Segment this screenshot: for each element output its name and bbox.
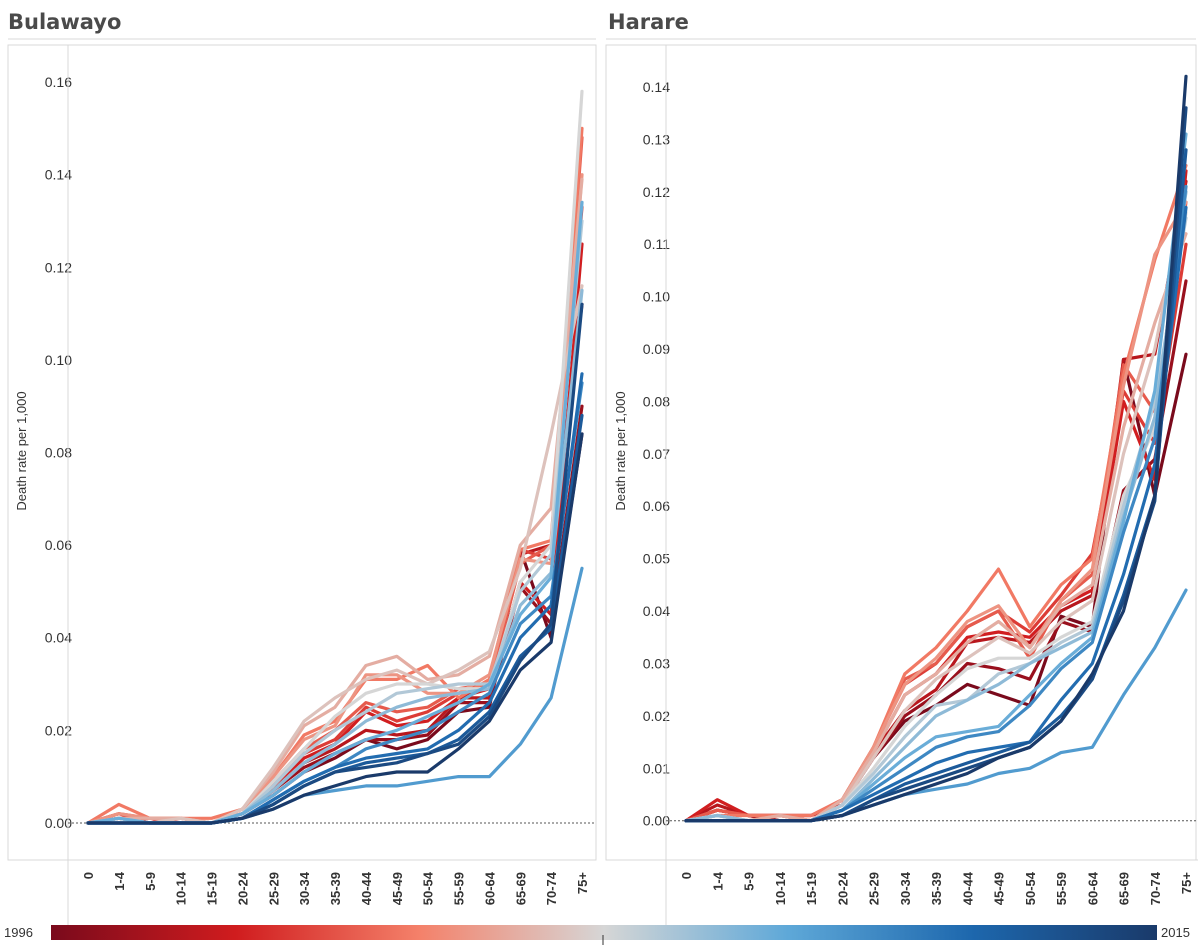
x-axis: 0 1-4 5-9 10-14 15-19 20-24 25-29 30-34 35-39 40-… — [679, 871, 1194, 905]
x-tick-label: 35-39 — [929, 872, 944, 905]
y-tick-label: 0.14 — [45, 167, 72, 183]
x-tick-label: 10-14 — [174, 871, 189, 905]
series-line — [86, 89, 584, 825]
color-legend: 1996 2015 — [4, 925, 1190, 945]
y-axis: 0.00 0.02 0.04 0.06 0.08 0.10 0.12 0.14 0.16 — [45, 74, 72, 831]
x-tick-label: 60-64 — [1085, 871, 1100, 905]
panel-title: Bulawayo — [8, 10, 121, 34]
y-tick-label: 0.01 — [643, 760, 670, 776]
x-tick-label: 30-34 — [898, 871, 913, 905]
series-line — [86, 288, 584, 825]
x-tick-label: 45-49 — [390, 872, 405, 905]
series-line — [86, 219, 584, 825]
panel-bulawayo: Bulawayo Death rate per 1,000 0.000.020.… — [7, 10, 597, 940]
x-tick-label: 20-24 — [235, 871, 250, 905]
series-line — [684, 179, 1188, 823]
x-tick-label: 75+ — [1179, 872, 1194, 894]
x-tick-label: 1-4 — [112, 871, 127, 891]
x-tick-label: 25-29 — [867, 872, 882, 905]
y-tick-label: 0.00 — [45, 815, 72, 831]
x-tick-label: 10-14 — [773, 871, 788, 905]
x-tick-label: 25-29 — [266, 872, 281, 905]
y-tick-label: 0.13 — [643, 131, 670, 147]
y-tick-label: 0.02 — [643, 708, 670, 724]
x-tick-label: 0 — [679, 872, 694, 879]
x-tick-label: 45-49 — [992, 872, 1007, 905]
x-tick-label: 70-74 — [1148, 871, 1163, 905]
x-tick-label: 15-19 — [804, 872, 819, 905]
x-tick-label: 15-19 — [205, 872, 220, 905]
series-line — [86, 284, 584, 825]
series-line — [86, 432, 584, 825]
y-tick-label: 0.11 — [644, 236, 670, 252]
y-tick-label: 0.08 — [45, 445, 72, 461]
panel-frame — [605, 44, 1197, 861]
y-axis: 0.00 0.01 0.02 0.03 0.04 0.05 0.06 0.07 0.08 0.09… — [643, 79, 670, 829]
y-tick-label: 0.12 — [45, 259, 72, 275]
x-tick-label: 5-9 — [143, 872, 158, 891]
series-line — [684, 184, 1188, 823]
y-tick-label: 0.08 — [643, 393, 670, 409]
y-tick-label: 0.06 — [45, 537, 72, 553]
x-tick-label: 40-44 — [359, 871, 374, 905]
legend-start-label: 1996 — [4, 925, 33, 940]
series-line — [86, 242, 584, 825]
x-tick-label: 1-4 — [710, 871, 725, 891]
x-tick-label: 65-69 — [513, 872, 528, 905]
y-tick-label: 0.14 — [643, 79, 670, 95]
plot-area — [665, 45, 1198, 940]
series-line — [684, 352, 1188, 823]
x-tick-label: 50-54 — [1023, 871, 1038, 905]
series-line — [86, 173, 584, 825]
y-tick-label: 0.10 — [643, 289, 670, 305]
y-tick-label: 0.04 — [643, 603, 670, 619]
x-tick-label: 55-59 — [1054, 872, 1069, 905]
y-tick-label: 0.12 — [643, 184, 670, 200]
panel-harare: Harare Death rate per 1,000 0.00 0.01 0.02… — [605, 10, 1198, 940]
legend-gradient-bar — [51, 925, 1157, 940]
y-tick-label: 0.00 — [643, 813, 670, 829]
y-axis-title: Death rate per 1,000 — [613, 391, 628, 510]
y-axis-title: Death rate per 1,000 — [14, 391, 29, 510]
x-tick-label: 70-74 — [544, 871, 559, 905]
panel-title: Harare — [608, 10, 689, 34]
x-tick-label: 60-64 — [482, 871, 497, 905]
x-tick-label: 55-59 — [452, 872, 467, 905]
y-tick-label: 0.06 — [643, 498, 670, 514]
y-tick-label: 0.02 — [45, 722, 72, 738]
x-tick-label: 35-39 — [328, 872, 343, 905]
series-line — [684, 163, 1188, 823]
x-tick-label: 5-9 — [742, 872, 757, 891]
x-tick-label: 40-44 — [960, 871, 975, 905]
plot-area — [67, 45, 594, 940]
x-tick-label: 30-34 — [297, 871, 312, 905]
y-tick-label: 0.16 — [45, 74, 72, 90]
series-line — [684, 242, 1188, 823]
y-tick-label: 0.04 — [45, 630, 72, 646]
x-tick-label: 50-54 — [421, 871, 436, 905]
legend-end-label: 2015 — [1161, 925, 1190, 940]
series-line — [684, 232, 1188, 823]
series-line — [684, 74, 1188, 823]
series-line — [86, 126, 584, 825]
y-tick-label: 0.05 — [643, 551, 670, 567]
y-tick-label: 0.07 — [643, 446, 670, 462]
x-tick-label: 75+ — [575, 872, 590, 894]
x-tick-label: 20-24 — [835, 871, 850, 905]
x-axis: 0 1-4 5-9 10-14 15-19 20-24 25-29 30-34 35-39 40-… — [81, 871, 590, 905]
y-tick-label: 0.10 — [45, 352, 72, 368]
y-tick-label: 0.09 — [643, 341, 670, 357]
series-line — [684, 190, 1188, 823]
y-tick-label: 0.03 — [643, 655, 670, 671]
x-tick-label: 65-69 — [1117, 872, 1132, 905]
x-tick-label: 0 — [81, 872, 96, 879]
